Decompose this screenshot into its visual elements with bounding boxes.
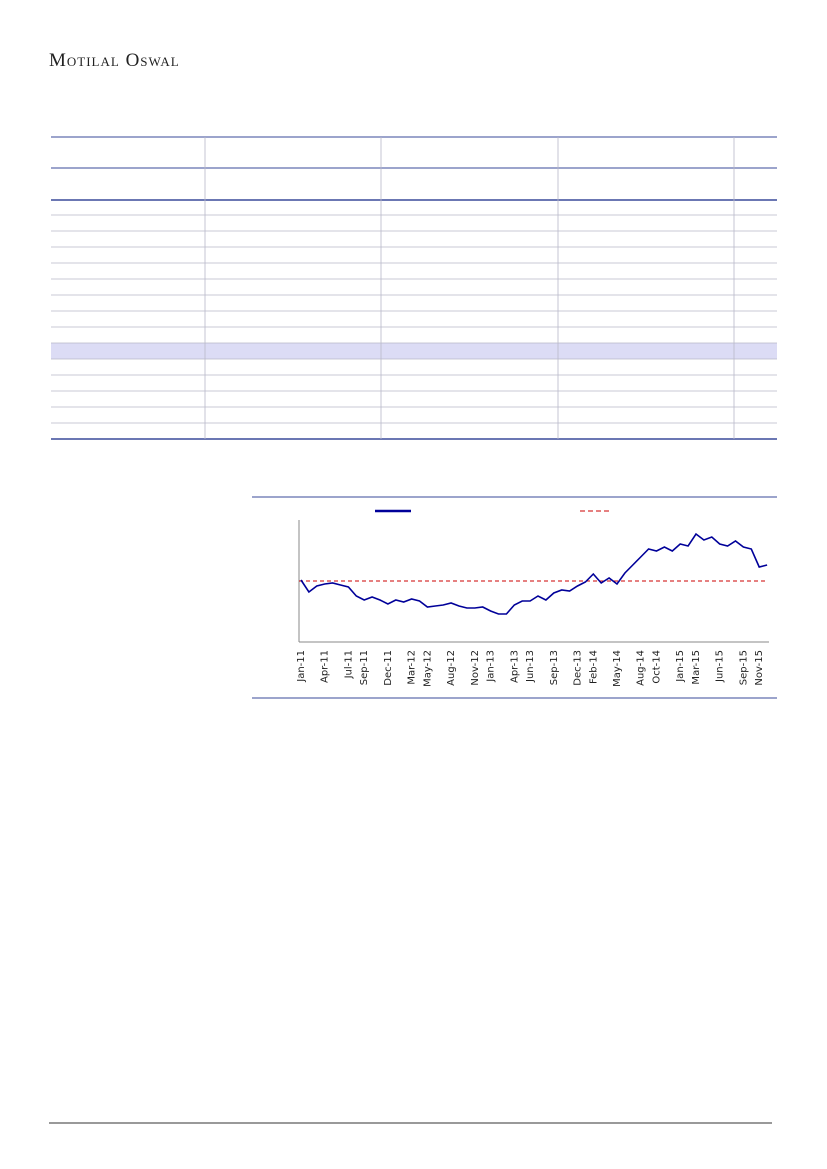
- x-tick-label: Dec-13: [573, 650, 584, 686]
- x-tick-label: Apr-13: [509, 650, 520, 683]
- x-tick-label: Sep-11: [359, 650, 370, 685]
- x-tick-label: Aug-14: [636, 650, 647, 686]
- x-tick-label: Sep-13: [549, 650, 560, 685]
- x-tick-label: Mar-15: [691, 650, 702, 685]
- x-tick-label: Nov-12: [470, 650, 481, 686]
- x-tick-label: Jan-15: [675, 650, 686, 683]
- x-tick-label: Sep-15: [738, 650, 749, 685]
- x-tick-label: Apr-11: [320, 650, 331, 683]
- x-tick-label: May-14: [612, 650, 623, 687]
- x-tick-label: Nov-15: [754, 650, 765, 686]
- highlight-row: [51, 343, 777, 359]
- x-tick-label: Dec-11: [383, 650, 394, 686]
- brand: Motilal Oswal: [49, 50, 180, 71]
- x-tick-label: Jan-11: [296, 650, 307, 683]
- line-series: [300, 532, 768, 615]
- x-tick-label: Aug-12: [446, 650, 457, 686]
- table: [51, 136, 777, 440]
- x-tick-label: Jun-15: [715, 650, 726, 683]
- x-tick-label: Jun-13: [525, 650, 536, 683]
- x-tick-label: May-12: [422, 650, 433, 687]
- x-tick-label: Feb-14: [588, 650, 599, 684]
- x-tick-label: Mar-12: [407, 650, 418, 685]
- x-tick-label: Jan-13: [486, 650, 497, 683]
- x-tick-label: Jul-11: [343, 650, 354, 679]
- x-tick-label: Oct-14: [652, 650, 663, 684]
